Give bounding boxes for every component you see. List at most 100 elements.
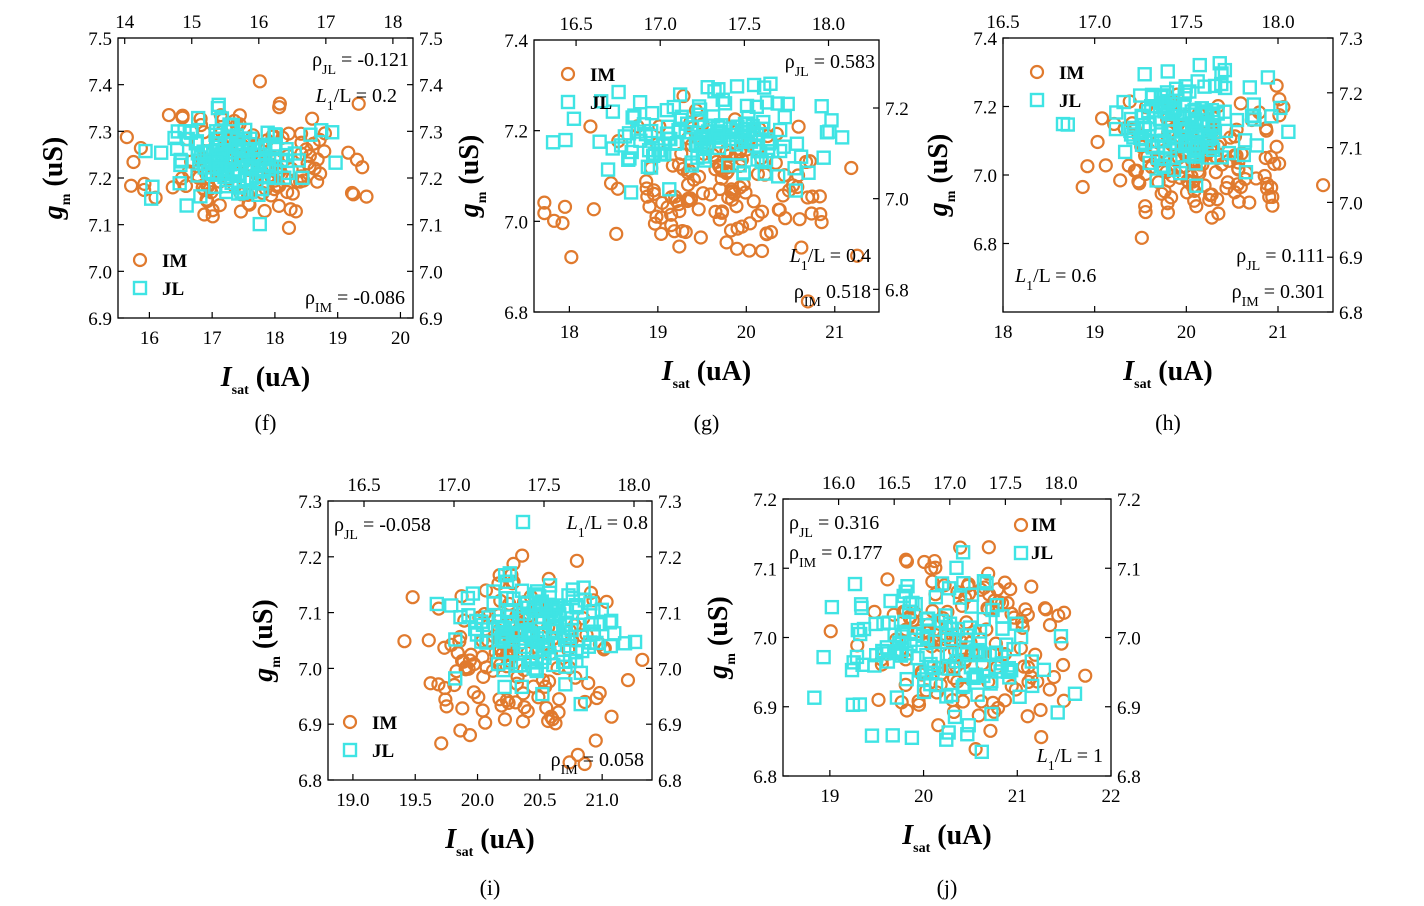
panel-label: (f) (255, 410, 277, 435)
im-point (954, 598, 970, 613)
im-point (1269, 139, 1284, 154)
y-tick-label: 7.4 (973, 29, 997, 50)
im-point (1042, 682, 1057, 697)
y2-tick-label: 6.9 (1117, 698, 1141, 719)
im-point (307, 161, 322, 176)
jl-point (143, 191, 159, 206)
jl-point (251, 187, 266, 203)
im-point (252, 74, 267, 89)
jl-point (1281, 124, 1296, 139)
jl-point (928, 590, 944, 605)
legend-marker (560, 94, 576, 110)
im-point (271, 198, 287, 213)
jl-point (617, 636, 633, 651)
im-point (1090, 134, 1105, 150)
jl-point (546, 608, 561, 624)
y-axis-title: gm (uS) (703, 596, 739, 679)
y2-tick-label: 7.0 (885, 190, 909, 211)
jl-point (1009, 616, 1024, 631)
x-axis-title: Isat (uA) (901, 820, 991, 856)
jl-point (573, 665, 589, 681)
y-tick-label: 7.4 (88, 76, 112, 97)
im-point (1138, 199, 1153, 214)
im-point (1042, 618, 1058, 633)
jl-point (209, 136, 224, 151)
jl-point (988, 645, 1004, 660)
jl-point (1273, 100, 1288, 116)
x-tick-label: 20 (391, 328, 410, 349)
im-point (438, 692, 453, 707)
x-tick-label: 21 (825, 322, 844, 343)
y-tick-label: 7.2 (973, 98, 997, 119)
jl-point (941, 661, 956, 676)
jl-point (989, 597, 1004, 613)
x-tick-label: 19 (1085, 322, 1104, 343)
jl-point (1160, 64, 1175, 79)
y2-tick-label: 7.2 (419, 169, 443, 190)
panel-label: (i) (480, 875, 501, 900)
jl-point (973, 646, 988, 661)
jl-point (780, 96, 795, 112)
jl-point (502, 566, 517, 581)
x-tick-label: 19.0 (336, 790, 369, 811)
x2-tick-label: 17.0 (437, 475, 470, 496)
jl-point (885, 728, 900, 743)
jl-point (1116, 94, 1131, 110)
im-point (466, 685, 482, 700)
jl-point (1249, 138, 1264, 153)
jl-point (613, 138, 629, 153)
jl-point (968, 667, 983, 682)
jl-point (956, 644, 971, 660)
jl-point (1173, 129, 1188, 145)
jl-point (759, 95, 775, 110)
jl-point (1200, 117, 1216, 133)
annotations: ρJL = 0.583 L1/L = 0.4 ρIM 0.518 (785, 51, 875, 310)
im-point (546, 213, 562, 228)
panel-j: 19 20 21 22 16.0 16.5 17.0 17.5 18.0 6.8 6.9 7.0 7.1… (703, 473, 1141, 900)
y2-tick-label: 7.2 (1339, 84, 1363, 105)
jl-point (183, 125, 199, 140)
x2-tick-label: 18.0 (1261, 12, 1294, 33)
y-tick-label: 7.0 (973, 166, 997, 187)
legend-marker (1029, 92, 1045, 108)
jl-point (514, 679, 529, 695)
jl-point (559, 603, 575, 618)
panel-label: (h) (1155, 410, 1181, 435)
jl-point (970, 687, 985, 702)
y2-tick-label: 6.9 (1339, 248, 1363, 269)
jl-point (479, 635, 494, 650)
x2-tick-label: 17.5 (1170, 12, 1203, 33)
jl-point (499, 574, 515, 589)
im-point (588, 733, 603, 748)
im-point (823, 624, 838, 639)
im-point (746, 194, 761, 209)
jl-point (1229, 112, 1245, 128)
jl-point (1214, 150, 1229, 165)
im-point (635, 652, 650, 667)
im-point (1272, 92, 1287, 107)
jl-point (729, 79, 745, 94)
im-point (305, 111, 320, 126)
legend-label: JL (1031, 543, 1053, 564)
im-point (997, 693, 1012, 708)
im-point (925, 574, 940, 589)
annotation-1: L1/L = 1 (1036, 745, 1103, 774)
x2-tick-label: 17.0 (933, 473, 966, 494)
jl-point (920, 611, 936, 626)
legend-label: IM (162, 251, 187, 272)
im-point (1134, 230, 1149, 245)
y-tick-label: 6.8 (504, 303, 528, 324)
im-point (772, 202, 787, 217)
x2-tick-label: 16.5 (559, 14, 592, 35)
jl-point (1177, 138, 1193, 154)
im-point (583, 119, 598, 134)
legend: IM JL (1013, 515, 1056, 564)
jl-point (1166, 96, 1181, 112)
im-point (800, 294, 816, 309)
annotation-jl: ρJL = -0.121 (312, 49, 409, 78)
im-point (712, 212, 727, 227)
jl-point (295, 170, 310, 186)
im-point (497, 712, 513, 727)
im-point (543, 709, 559, 724)
jl-point (1204, 102, 1219, 118)
